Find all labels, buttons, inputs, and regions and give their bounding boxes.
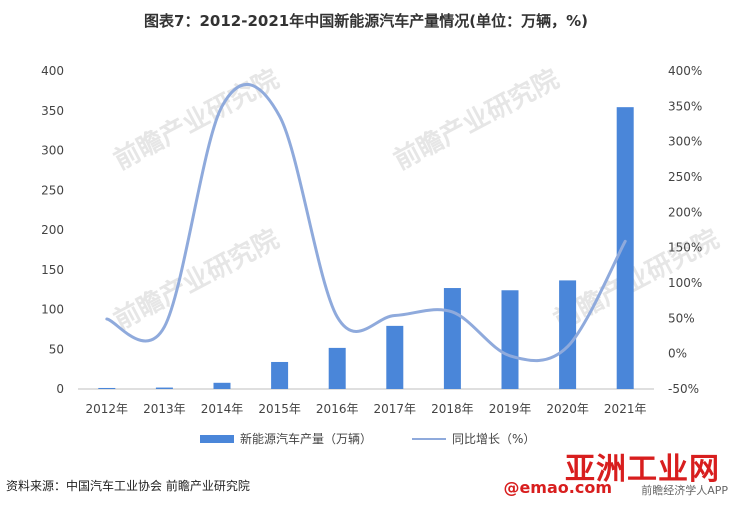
bar (271, 361, 289, 389)
right-axis-tick-label: 0% (668, 347, 687, 361)
x-axis: 2012年 2013年 2014年 2015年 2016年 2017年 2018年 2019年… (78, 388, 654, 416)
chart-watermark-text: 前瞻产业研究院 (389, 63, 564, 176)
x-axis-tick-label: 2014年 (201, 402, 244, 416)
right-axis-tick-label: 50% (668, 311, 695, 325)
legend-item-line: 同比增长（%） (412, 430, 535, 447)
x-axis-tick-label: 2015年 (258, 402, 301, 416)
x-axis-tick-label: 2020年 (546, 402, 589, 416)
x-axis-tick-label: 2017年 (374, 402, 417, 416)
growth-line (105, 83, 627, 363)
left-axis-tick-label: 0 (56, 382, 64, 396)
x-axis-tick-label: 2012年 (86, 402, 129, 416)
bar (155, 387, 173, 389)
left-axis-tick-label: 50 (49, 342, 64, 356)
x-axis-tick-label: 2021年 (604, 402, 647, 416)
site-url-watermark: @emao.com (503, 478, 612, 497)
right-axis-tick-label: 200% (668, 205, 702, 219)
left-axis-tick-label: 400 (41, 64, 64, 78)
chart-watermark-text: 前瞻产业研究院 (109, 63, 284, 176)
bar (328, 347, 346, 389)
app-label-watermark: 前瞻经济学人APP (641, 484, 728, 497)
bar (443, 288, 461, 389)
source-note: 资料来源：中国汽车工业协会 前瞻产业研究院 (6, 479, 250, 493)
right-axis-tick-label: 300% (668, 135, 702, 149)
bar (98, 387, 116, 389)
x-axis-tick-label: 2013年 (143, 402, 186, 416)
left-axis: 0 50 100 150 200 250 300 350 400 (41, 64, 64, 396)
legend-swatch-line (412, 437, 447, 440)
right-axis-tick-label: 250% (668, 170, 702, 184)
x-axis-tick-label: 2016年 (316, 402, 359, 416)
legend-label-bar: 新能源汽车产量（万辆） (240, 432, 373, 446)
chart-title: 图表7：2012-2021年中国新能源汽车产量情况(单位：万辆，%) (144, 12, 588, 30)
right-axis: -50% 0% 50% 100% 150% 200% 250% 300% 350% 400% (668, 64, 702, 396)
chart-watermark-text: 前瞻产业研究院 (109, 223, 284, 336)
right-axis-tick-label: 350% (668, 99, 702, 113)
bar (559, 280, 577, 389)
left-axis-tick-label: 200 (41, 223, 64, 237)
legend-swatch-bar (200, 434, 234, 443)
right-axis-tick-label: 400% (668, 64, 702, 78)
legend-label-line: 同比增长（%） (452, 432, 536, 446)
legend: 新能源汽车产量（万辆） 同比增长（%） (200, 430, 535, 447)
bar (616, 107, 634, 390)
right-axis-tick-label: -50% (668, 382, 699, 396)
bar (213, 382, 231, 389)
site-logo-watermark: 亚洲工业网 (565, 452, 720, 487)
left-axis-tick-label: 150 (41, 263, 64, 277)
left-axis-tick-label: 100 (41, 303, 64, 317)
right-axis-tick-label: 150% (668, 241, 702, 255)
bar (501, 290, 519, 389)
line-series (105, 83, 627, 363)
legend-item-bar: 新能源汽车产量（万辆） (200, 430, 372, 447)
left-axis-tick-label: 250 (41, 183, 64, 197)
x-axis-tick-label: 2019年 (489, 402, 532, 416)
bar (386, 325, 404, 389)
bar-series (98, 107, 634, 390)
left-axis-tick-label: 350 (41, 104, 64, 118)
x-axis-tick-label: 2018年 (431, 402, 474, 416)
right-axis-tick-label: 100% (668, 276, 702, 290)
left-axis-tick-label: 300 (41, 144, 64, 158)
